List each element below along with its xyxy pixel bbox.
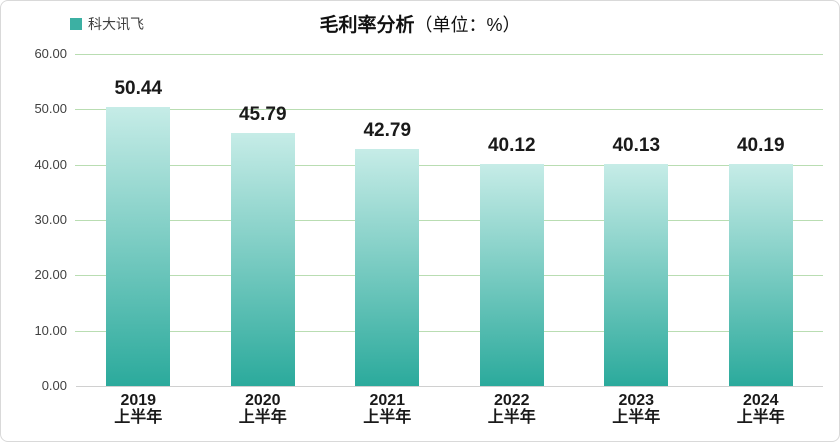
x-axis-line (76, 386, 823, 387)
bar (604, 163, 669, 386)
x-axis-category-label: 2024 上半年 (699, 392, 824, 426)
gridline (75, 165, 823, 166)
y-axis-tick-label: 60.00 (34, 46, 67, 61)
chart-title: 毛利率分析（单位：%） (1, 10, 839, 37)
x-axis-category-line: 上半年 (114, 409, 163, 426)
legend: 科大讯飞 (70, 14, 144, 34)
x-axis-category-line: 2020 (244, 392, 281, 409)
x-axis-category-line: 上半年 (487, 409, 536, 426)
x-axis-category-line: 2021 (369, 392, 406, 409)
gridline (75, 109, 823, 110)
y-axis-tick-label: 50.00 (34, 101, 67, 116)
chart-title-unit: （单位：%） (414, 15, 521, 35)
gridline (75, 54, 823, 55)
x-axis-category-label: 2020 上半年 (201, 392, 326, 426)
y-axis-tick-label: 30.00 (34, 212, 67, 227)
bar-value-label: 40.13 (612, 134, 661, 156)
x-axis-category-line: 上半年 (238, 409, 287, 426)
bar-value-label: 40.19 (736, 134, 785, 156)
bar-value-label: 42.79 (363, 120, 412, 142)
bar-value-label: 45.79 (238, 103, 287, 125)
x-axis-category-label: 2019 上半年 (76, 392, 201, 426)
x-axis-category-line: 上半年 (612, 409, 661, 426)
y-axis-tick-label: 20.00 (34, 267, 67, 282)
bar-value-label: 40.12 (487, 135, 536, 156)
chart-title-text: 毛利率分析 (319, 15, 415, 36)
x-axis-category-line: 2019 (120, 392, 157, 409)
gridline (75, 220, 823, 221)
x-axis-category-label: 2022 上半年 (450, 392, 575, 426)
x-axis-category-line: 2022 (493, 392, 530, 409)
x-axis-category-label: 2023 上半年 (574, 392, 699, 426)
legend-label: 科大讯飞 (88, 16, 144, 32)
x-axis-category-line: 上半年 (363, 409, 412, 426)
y-axis-tick-label: 10.00 (34, 323, 67, 338)
y-axis-tick-label: 40.00 (34, 157, 67, 172)
x-axis-category-line: 2023 (618, 392, 655, 409)
bar (728, 163, 793, 386)
x-axis-category-label: 2021 上半年 (325, 392, 450, 426)
x-axis-category-line: 上半年 (736, 409, 785, 426)
bar (230, 132, 295, 386)
bar (355, 149, 420, 386)
bar-value-label: 50.44 (114, 77, 163, 99)
x-axis-category-line: 2024 (742, 392, 779, 409)
gridline (75, 275, 823, 276)
bar (479, 164, 544, 386)
bar (106, 106, 171, 386)
legend-swatch-icon (70, 18, 82, 30)
y-axis-tick-label: 0.00 (41, 378, 67, 393)
gridline (75, 331, 823, 332)
